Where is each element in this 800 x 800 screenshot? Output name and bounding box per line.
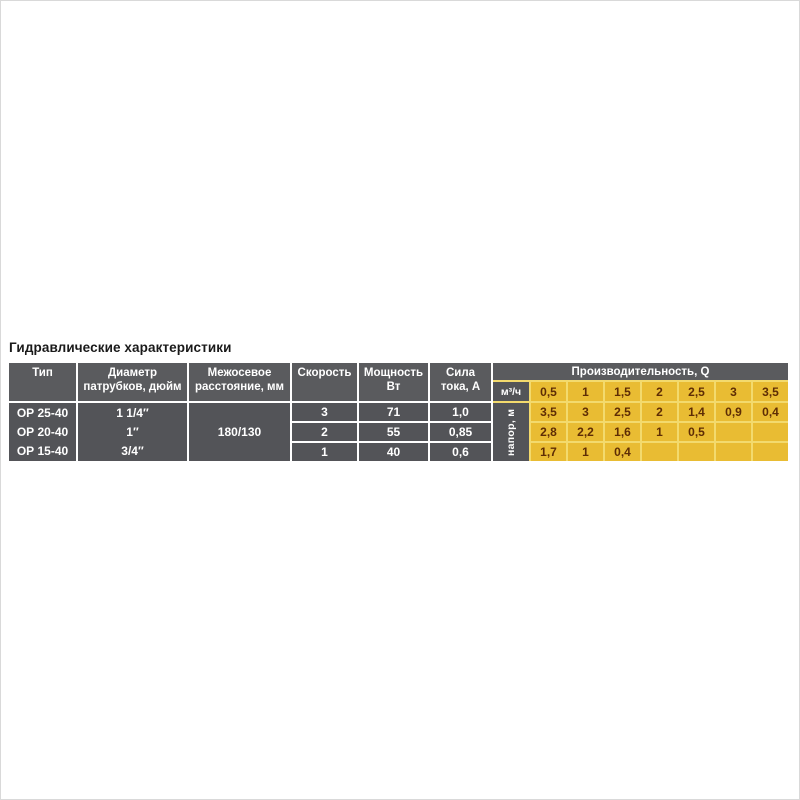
flow-value: 2 [642, 382, 677, 401]
head-value [716, 423, 751, 441]
head-value: 1 [568, 443, 603, 461]
section-title: Гидравлические характеристики [9, 340, 232, 355]
head-value: 3 [568, 403, 603, 421]
col-header-speed: Скорость [292, 363, 357, 401]
diameter-cell: 1 1/4″ 1″ 3/4″ [78, 403, 187, 461]
head-unit-label: напор, м [493, 403, 529, 461]
current-cell: 0,85 [430, 423, 491, 441]
head-value: 3,5 [531, 403, 566, 421]
performance-header: Производительность, Q [493, 363, 788, 380]
diameter-value: 3/4″ [121, 444, 144, 459]
power-cell: 55 [359, 423, 428, 441]
hydraulic-characteristics-section: Гидравлические характеристики Тип Диамет… [9, 340, 792, 461]
flow-value: 2,5 [679, 382, 714, 401]
flow-value: 1,5 [605, 382, 640, 401]
current-cell: 1,0 [430, 403, 491, 421]
power-cell: 40 [359, 443, 428, 461]
head-value [642, 443, 677, 461]
power-cell: 71 [359, 403, 428, 421]
col-header-current: Сила тока, А [430, 363, 491, 401]
type-cell: ОР 25-40 ОР 20-40 ОР 15-40 [9, 403, 76, 461]
current-cell: 0,6 [430, 443, 491, 461]
col-header-distance: Межосевое расстояние, мм [189, 363, 290, 401]
type-value: ОР 15-40 [16, 444, 69, 459]
head-value: 1,6 [605, 423, 640, 441]
speed-cell: 1 [292, 443, 357, 461]
head-value: 0,4 [605, 443, 640, 461]
speed-cell: 2 [292, 423, 357, 441]
type-value: ОР 20-40 [16, 424, 69, 439]
head-value: 0,9 [716, 403, 751, 421]
head-value: 1 [642, 423, 677, 441]
col-header-type: Тип [9, 363, 76, 401]
head-value: 2,2 [568, 423, 603, 441]
flow-value: 3,5 [753, 382, 788, 401]
head-value: 0,4 [753, 403, 788, 421]
head-value [753, 423, 788, 441]
head-value: 0,5 [679, 423, 714, 441]
col-header-power: Мощность Вт [359, 363, 428, 401]
flow-value: 3 [716, 382, 751, 401]
col-header-diameter: Диаметр патрубков, дюйм [78, 363, 187, 401]
performance-block: Производительность, Q м³/ч 0,5 1 1,5 2 2… [493, 363, 788, 461]
head-value: 1,7 [531, 443, 566, 461]
distance-cell: 180/130 [189, 403, 290, 461]
type-value: ОР 25-40 [16, 405, 69, 420]
diameter-value: 1 1/4″ [116, 405, 149, 420]
head-value: 2 [642, 403, 677, 421]
head-value: 1,4 [679, 403, 714, 421]
flow-unit-label: м³/ч [493, 382, 529, 401]
diameter-value: 1″ [126, 424, 139, 439]
head-value [679, 443, 714, 461]
head-value: 2,5 [605, 403, 640, 421]
characteristics-table: Тип Диаметр патрубков, дюйм Межосевое ра… [9, 363, 792, 461]
head-value: 2,8 [531, 423, 566, 441]
flow-value: 0,5 [531, 382, 566, 401]
head-value [716, 443, 751, 461]
flow-value: 1 [568, 382, 603, 401]
head-value [753, 443, 788, 461]
speed-cell: 3 [292, 403, 357, 421]
